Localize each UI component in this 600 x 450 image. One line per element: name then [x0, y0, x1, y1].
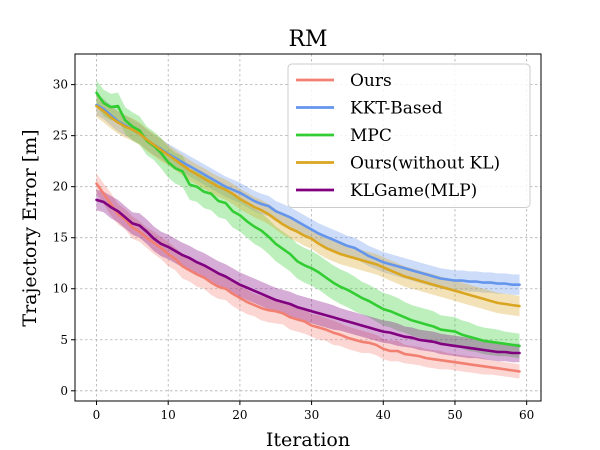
- y-tick-label: 30: [53, 78, 68, 92]
- x-tick-label: 40: [376, 408, 391, 422]
- y-tick-label: 25: [53, 129, 68, 143]
- x-tick-label: 0: [93, 408, 101, 422]
- y-tick-label: 10: [53, 282, 68, 296]
- line-mpc: [95, 91, 521, 348]
- line-ours: [95, 182, 521, 373]
- band-mpc: [96, 80, 520, 359]
- x-axis-label: Iteration: [266, 429, 350, 450]
- y-tick-label: 20: [53, 180, 68, 194]
- plot-area-frame: [74, 53, 542, 402]
- band-kkt-based: [96, 94, 520, 295]
- y-axis-ticks: 0 5 10 15 20 25 30: [53, 78, 75, 398]
- band-ours-without-kl: [96, 94, 520, 317]
- x-tick-label: 10: [161, 408, 176, 422]
- series-line-layer: [95, 91, 521, 373]
- y-tick-label: 0: [60, 384, 68, 398]
- y-tick-label: 15: [53, 231, 68, 245]
- confidence-band-layer: [96, 80, 520, 379]
- legend-label-kkt-based: KKT-Based: [350, 99, 443, 119]
- chart-title: RM: [288, 27, 327, 52]
- legend: Ours KKT-Based MPC Ours(without KL) KLGame(M…: [287, 63, 531, 208]
- legend-label-ours-without-kl: Ours(without KL): [350, 154, 500, 174]
- line-ours-without-kl: [95, 104, 521, 308]
- x-tick-label: 20: [232, 408, 247, 422]
- band-klgame-mlp: [96, 189, 520, 363]
- legend-label-ours: Ours: [350, 71, 392, 91]
- line-klgame-mlp: [95, 198, 521, 355]
- x-tick-label: 30: [304, 408, 319, 422]
- x-tick-label: 60: [519, 408, 534, 422]
- y-tick-label: 5: [60, 333, 68, 347]
- x-tick-label: 50: [447, 408, 462, 422]
- band-ours: [96, 173, 520, 379]
- y-axis-label: Trajectory Error [m]: [19, 129, 41, 326]
- legend-label-klgame-mlp: KLGame(MLP): [350, 181, 477, 201]
- legend-label-mpc: MPC: [350, 126, 392, 146]
- x-axis-ticks: 0 10 20 30 40 50 60: [93, 401, 534, 422]
- legend-box: [287, 63, 531, 208]
